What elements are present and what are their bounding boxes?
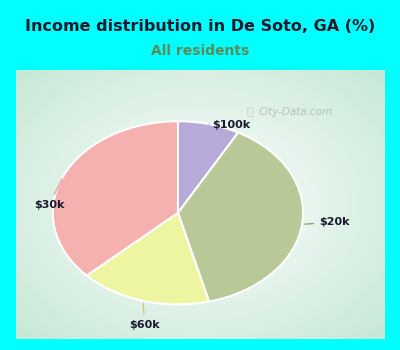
Wedge shape xyxy=(178,133,303,302)
Text: City-Data.com: City-Data.com xyxy=(259,107,333,117)
Text: Income distribution in De Soto, GA (%): Income distribution in De Soto, GA (%) xyxy=(25,19,375,34)
Text: All residents: All residents xyxy=(151,44,249,58)
Wedge shape xyxy=(178,121,238,213)
Text: $20k: $20k xyxy=(305,217,350,227)
Wedge shape xyxy=(53,121,178,275)
Text: $100k: $100k xyxy=(209,120,250,130)
Text: $60k: $60k xyxy=(130,303,160,330)
Wedge shape xyxy=(87,213,209,304)
Text: ⦿: ⦿ xyxy=(246,107,253,117)
Text: $30k: $30k xyxy=(34,179,64,210)
